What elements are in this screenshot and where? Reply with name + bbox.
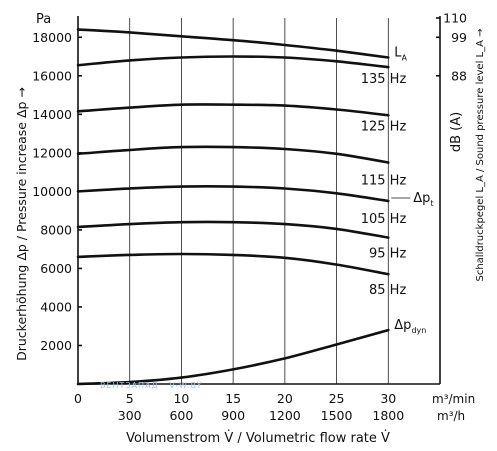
curve--p-dyn xyxy=(76,328,390,386)
x-tick-label-15: 15 xyxy=(225,391,241,406)
curve-125-hz xyxy=(76,103,390,117)
x-tick-label-25: 25 xyxy=(329,391,345,406)
watermark-text: ВЕНТЗАПАД · V-W.BY xyxy=(100,381,202,390)
y-tick-label-4000: 4000 xyxy=(40,299,72,314)
x-unit-primary: m³/min xyxy=(432,392,475,406)
y-tick-label-12000: 12000 xyxy=(32,145,72,160)
y-tick-label-2000: 2000 xyxy=(40,338,72,353)
x-tick-label-20: 20 xyxy=(277,391,293,406)
axes xyxy=(77,16,441,385)
y-tick-label-8000: 8000 xyxy=(40,222,72,237)
x-tick-label-0: 0 xyxy=(74,391,82,406)
series-label-105-hz: 105 Hz xyxy=(361,212,407,227)
series-label-subscript--p-t: t xyxy=(430,199,433,208)
series-label-subscript--p-dyn: dyn xyxy=(411,326,426,335)
y-tick-label-10000: 10000 xyxy=(32,184,72,199)
y-tick-label-6000: 6000 xyxy=(40,261,72,276)
curve--p-t xyxy=(76,185,390,203)
y-unit-label: Pa xyxy=(36,12,51,27)
series-label--p-dyn: Δpdyn xyxy=(394,318,426,335)
curve-l-a xyxy=(76,28,390,59)
series-label-95-hz: 95 Hz xyxy=(369,247,406,262)
x-tick-label-30: 30 xyxy=(380,391,396,406)
series-label--p-t: Δpt xyxy=(413,191,433,208)
curve-85-hz xyxy=(76,252,390,276)
x-tick-label-secondary-600: 600 xyxy=(169,408,193,423)
right-unit-label: dB (A) xyxy=(449,112,464,152)
x-tick-label-secondary-1200: 1200 xyxy=(269,408,301,423)
x-tick-label-10: 10 xyxy=(173,391,189,406)
series-label-85-hz: 85 Hz xyxy=(369,283,406,298)
y-tick-label-14000: 14000 xyxy=(32,107,72,122)
x-unit-secondary: m³/h xyxy=(437,409,465,423)
right-axis-title: Schalldruckpegel L_A / Sound pressure le… xyxy=(475,28,486,281)
x-tick-label-secondary-900: 900 xyxy=(221,408,245,423)
right-tick-label-88: 88 xyxy=(451,68,467,83)
series-label-115-hz: 115 Hz xyxy=(361,173,407,188)
series-labels: LA 135 Hz 125 Hz 115 Hz Δpt 105 Hz 95 Hz 85 Hz Δ… xyxy=(361,45,434,335)
curve-135-hz xyxy=(76,55,390,69)
grid-lines xyxy=(129,18,389,384)
x-tick-label-secondary-300: 300 xyxy=(118,408,142,423)
series-label-125-hz: 125 Hz xyxy=(361,119,407,134)
x-tick-label-secondary-1800: 1800 xyxy=(372,408,404,423)
y-axis-title: Druckerhöhung Δp / Pressure increase Δp … xyxy=(14,87,29,361)
curve-95-hz xyxy=(76,220,390,239)
x-axis-title: Volumenstrom V̇ / Volumetric flow rate V… xyxy=(126,431,390,446)
right-tick-label-99: 99 xyxy=(451,30,467,45)
x-tick-label-secondary-1500: 1500 xyxy=(321,408,353,423)
curves xyxy=(76,28,390,386)
series-label-135-hz: 135 Hz xyxy=(361,72,407,87)
x-tick-label-5: 5 xyxy=(126,391,134,406)
series-label-subscript-l-a: A xyxy=(402,53,408,62)
curve-115-hz xyxy=(76,145,390,164)
tick-labels: 2000400060008000100001200014000160001800… xyxy=(32,11,467,424)
y-tick-label-18000: 18000 xyxy=(32,30,72,45)
y-tick-label-16000: 16000 xyxy=(32,68,72,83)
series-label-l-a: LA xyxy=(394,45,407,62)
right-tick-label-110: 110 xyxy=(443,11,467,26)
